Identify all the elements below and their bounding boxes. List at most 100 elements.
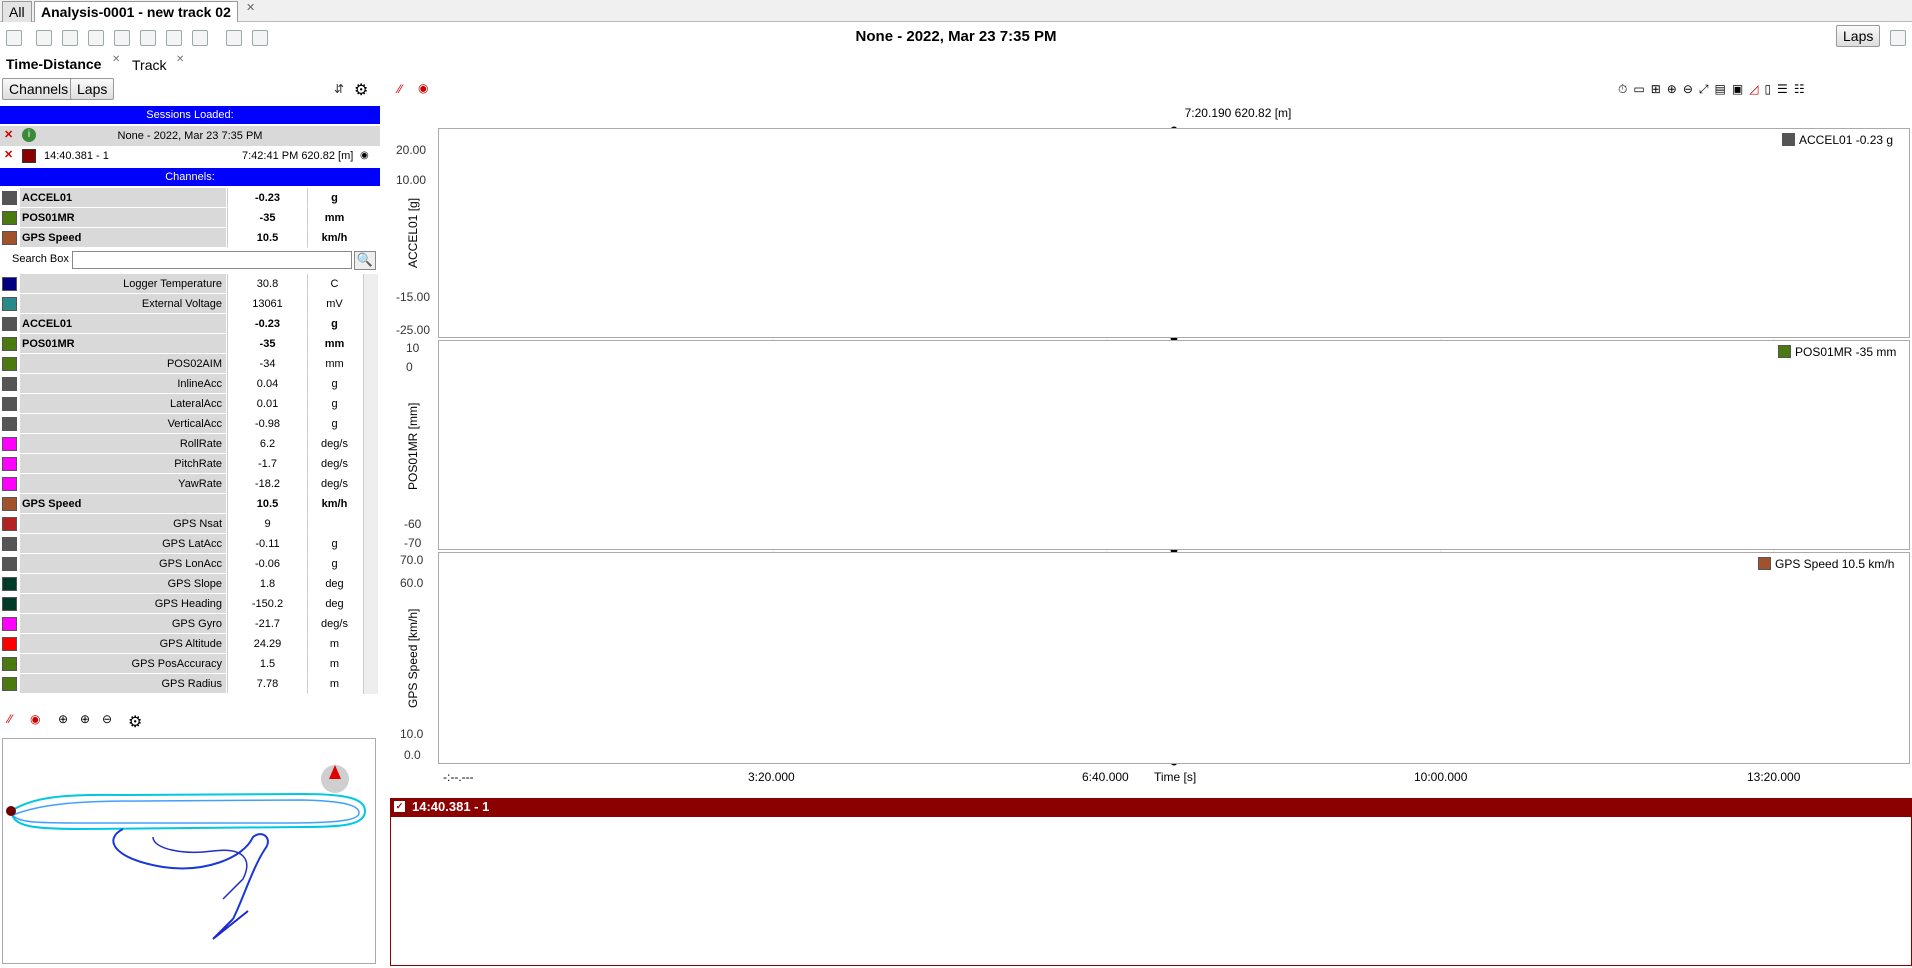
ruler-icon[interactable]: ▭: [1633, 82, 1645, 96]
channel-color-swatch[interactable]: [2, 377, 17, 391]
channel-list-item-row[interactable]: InlineAcc 0.04 g: [0, 374, 380, 394]
accel-plot[interactable]: [438, 128, 1910, 338]
channel-list-scrollbar[interactable]: [363, 274, 378, 694]
channel-color-swatch[interactable]: [2, 211, 17, 225]
channel-color-swatch[interactable]: [2, 677, 17, 691]
channel-list-item-row[interactable]: GPS Altitude 24.29 m: [0, 634, 380, 654]
lap-row[interactable]: ✕ 14:40.381 - 1 7:42:41 PM 620.82 [m] ◉: [0, 146, 380, 166]
layout-icon[interactable]: ▤: [1714, 82, 1726, 96]
gauge-icon[interactable]: [192, 30, 208, 46]
channel-color-swatch[interactable]: [2, 557, 17, 571]
remove-icon[interactable]: ✕: [4, 149, 14, 161]
stopwatch-icon[interactable]: ⏱: [1618, 82, 1628, 96]
channel-color-swatch[interactable]: [2, 231, 17, 245]
channel-color-swatch[interactable]: [2, 277, 17, 291]
channel-list-item-row[interactable]: GPS Gyro -21.7 deg/s: [0, 614, 380, 634]
stack-icon[interactable]: ☰: [1777, 82, 1788, 96]
channel-color-swatch[interactable]: [2, 537, 17, 551]
channels-icon[interactable]: ☷: [1793, 82, 1805, 96]
eye-icon[interactable]: ◉: [360, 150, 369, 161]
channel-color-swatch[interactable]: [2, 497, 17, 511]
channel-list-item-row[interactable]: PitchRate -1.7 deg/s: [0, 454, 380, 474]
channel-color-swatch[interactable]: [2, 617, 17, 631]
channel-color-swatch[interactable]: [2, 577, 17, 591]
tab-track[interactable]: Track: [132, 57, 167, 73]
pos-plot[interactable]: [438, 340, 1910, 550]
search-icon[interactable]: 🔍: [354, 251, 376, 270]
channel-color-swatch[interactable]: [2, 397, 17, 411]
laps-button[interactable]: Laps: [1836, 25, 1881, 47]
split-icon[interactable]: ▯: [1764, 82, 1772, 96]
channel-color-swatch[interactable]: [2, 357, 17, 371]
track-icon[interactable]: [252, 30, 268, 46]
track-map[interactable]: [2, 738, 376, 964]
tab-time-distance[interactable]: Time-Distance: [6, 56, 102, 72]
report-icon[interactable]: [88, 30, 104, 46]
channel-list-item-row[interactable]: LateralAcc 0.01 g: [0, 394, 380, 414]
channel-color-swatch[interactable]: [2, 657, 17, 671]
pinned-channel-row[interactable]: GPS Speed 10.5 km/h: [0, 228, 380, 248]
channel-list-item-row[interactable]: RollRate 6.2 deg/s: [0, 434, 380, 454]
channel-list-item-row[interactable]: GPS Radius 7.78 m: [0, 674, 380, 694]
bar-chart-icon[interactable]: [114, 30, 130, 46]
channel-list-item-row[interactable]: GPS PosAccuracy 1.5 m: [0, 654, 380, 674]
channel-color-swatch[interactable]: [2, 191, 17, 205]
channel-list-item-row[interactable]: POS01MR -35 mm: [0, 334, 380, 354]
lap-color-swatch[interactable]: [22, 149, 36, 163]
info-icon[interactable]: i: [22, 128, 36, 142]
channel-color-swatch[interactable]: [2, 337, 17, 351]
channel-color-swatch[interactable]: [2, 417, 17, 431]
remove-icon[interactable]: ✕: [4, 129, 14, 141]
channel-list-item-row[interactable]: GPS Nsat 9: [0, 514, 380, 534]
settings-icon[interactable]: [6, 30, 22, 46]
zoom-fit-icon[interactable]: ⊞: [1650, 82, 1661, 96]
channel-color-swatch[interactable]: [2, 317, 17, 331]
channel-list-item-row[interactable]: YawRate -18.2 deg/s: [0, 474, 380, 494]
close-tab-icon[interactable]: ✕: [246, 2, 256, 14]
zoom-in-icon[interactable]: ⊕: [1666, 82, 1677, 96]
channel-list-item-row[interactable]: GPS Slope 1.8 deg: [0, 574, 380, 594]
channel-list-item-row[interactable]: External Voltage 13061 mV: [0, 294, 380, 314]
record-icon[interactable]: ◉: [30, 712, 41, 726]
wrench-icon[interactable]: [1890, 30, 1906, 46]
channel-color-swatch[interactable]: [2, 517, 17, 531]
channel-color-swatch[interactable]: [2, 457, 17, 471]
delta-icon[interactable]: ◿: [1749, 82, 1759, 96]
laps-left-button[interactable]: Laps: [70, 78, 115, 100]
channel-color-swatch[interactable]: [2, 297, 17, 311]
gear-icon[interactable]: ⚙: [128, 714, 143, 731]
frequency-icon[interactable]: [166, 30, 182, 46]
channel-color-swatch[interactable]: [2, 637, 17, 651]
tab-analysis[interactable]: Analysis-0001 - new track 02: [34, 1, 238, 22]
channels-button[interactable]: Channels: [2, 78, 76, 100]
histogram-icon[interactable]: [62, 30, 78, 46]
close-tab-icon[interactable]: ✕: [112, 54, 121, 65]
pinned-channel-row[interactable]: ACCEL01 -0.23 g: [0, 188, 380, 208]
zoom-out-icon[interactable]: ⊖: [102, 712, 113, 726]
tab-all[interactable]: All: [2, 1, 32, 22]
channel-list-item-row[interactable]: Logger Temperature 30.8 C: [0, 274, 380, 294]
value-icon[interactable]: ▣: [1731, 82, 1744, 96]
channel-color-swatch[interactable]: [2, 477, 17, 491]
draw-icon[interactable]: ⁄⁄: [8, 712, 13, 726]
channel-list-item-row[interactable]: VerticalAcc -0.98 g: [0, 414, 380, 434]
zoom-in-icon[interactable]: ⊕: [80, 712, 91, 726]
channel-list-item-row[interactable]: ACCEL01 -0.23 g: [0, 314, 380, 334]
channel-list-item-row[interactable]: GPS LatAcc -0.11 g: [0, 534, 380, 554]
channel-list-item-row[interactable]: GPS LonAcc -0.06 g: [0, 554, 380, 574]
channel-list-item-row[interactable]: POS02AIM -34 mm: [0, 354, 380, 374]
overview-plot[interactable]: [390, 816, 1912, 966]
zoom-reset-icon[interactable]: ⤢: [1698, 82, 1709, 96]
pinned-channel-row[interactable]: POS01MR -35 mm: [0, 208, 380, 228]
close-tab-icon[interactable]: ✕: [176, 54, 185, 65]
channel-color-swatch[interactable]: [2, 597, 17, 611]
record-icon[interactable]: ◉: [418, 81, 429, 95]
speed-plot[interactable]: [438, 552, 1910, 764]
channel-list-item-row[interactable]: GPS Speed 10.5 km/h: [0, 494, 380, 514]
scatter-icon[interactable]: [140, 30, 156, 46]
time-distance-icon[interactable]: [36, 30, 52, 46]
checkbox-icon[interactable]: ✓: [394, 801, 405, 812]
zoom-out-icon[interactable]: ⊖: [1682, 82, 1693, 96]
search-input[interactable]: [72, 251, 352, 269]
channel-list-item-row[interactable]: GPS Heading -150.2 deg: [0, 594, 380, 614]
